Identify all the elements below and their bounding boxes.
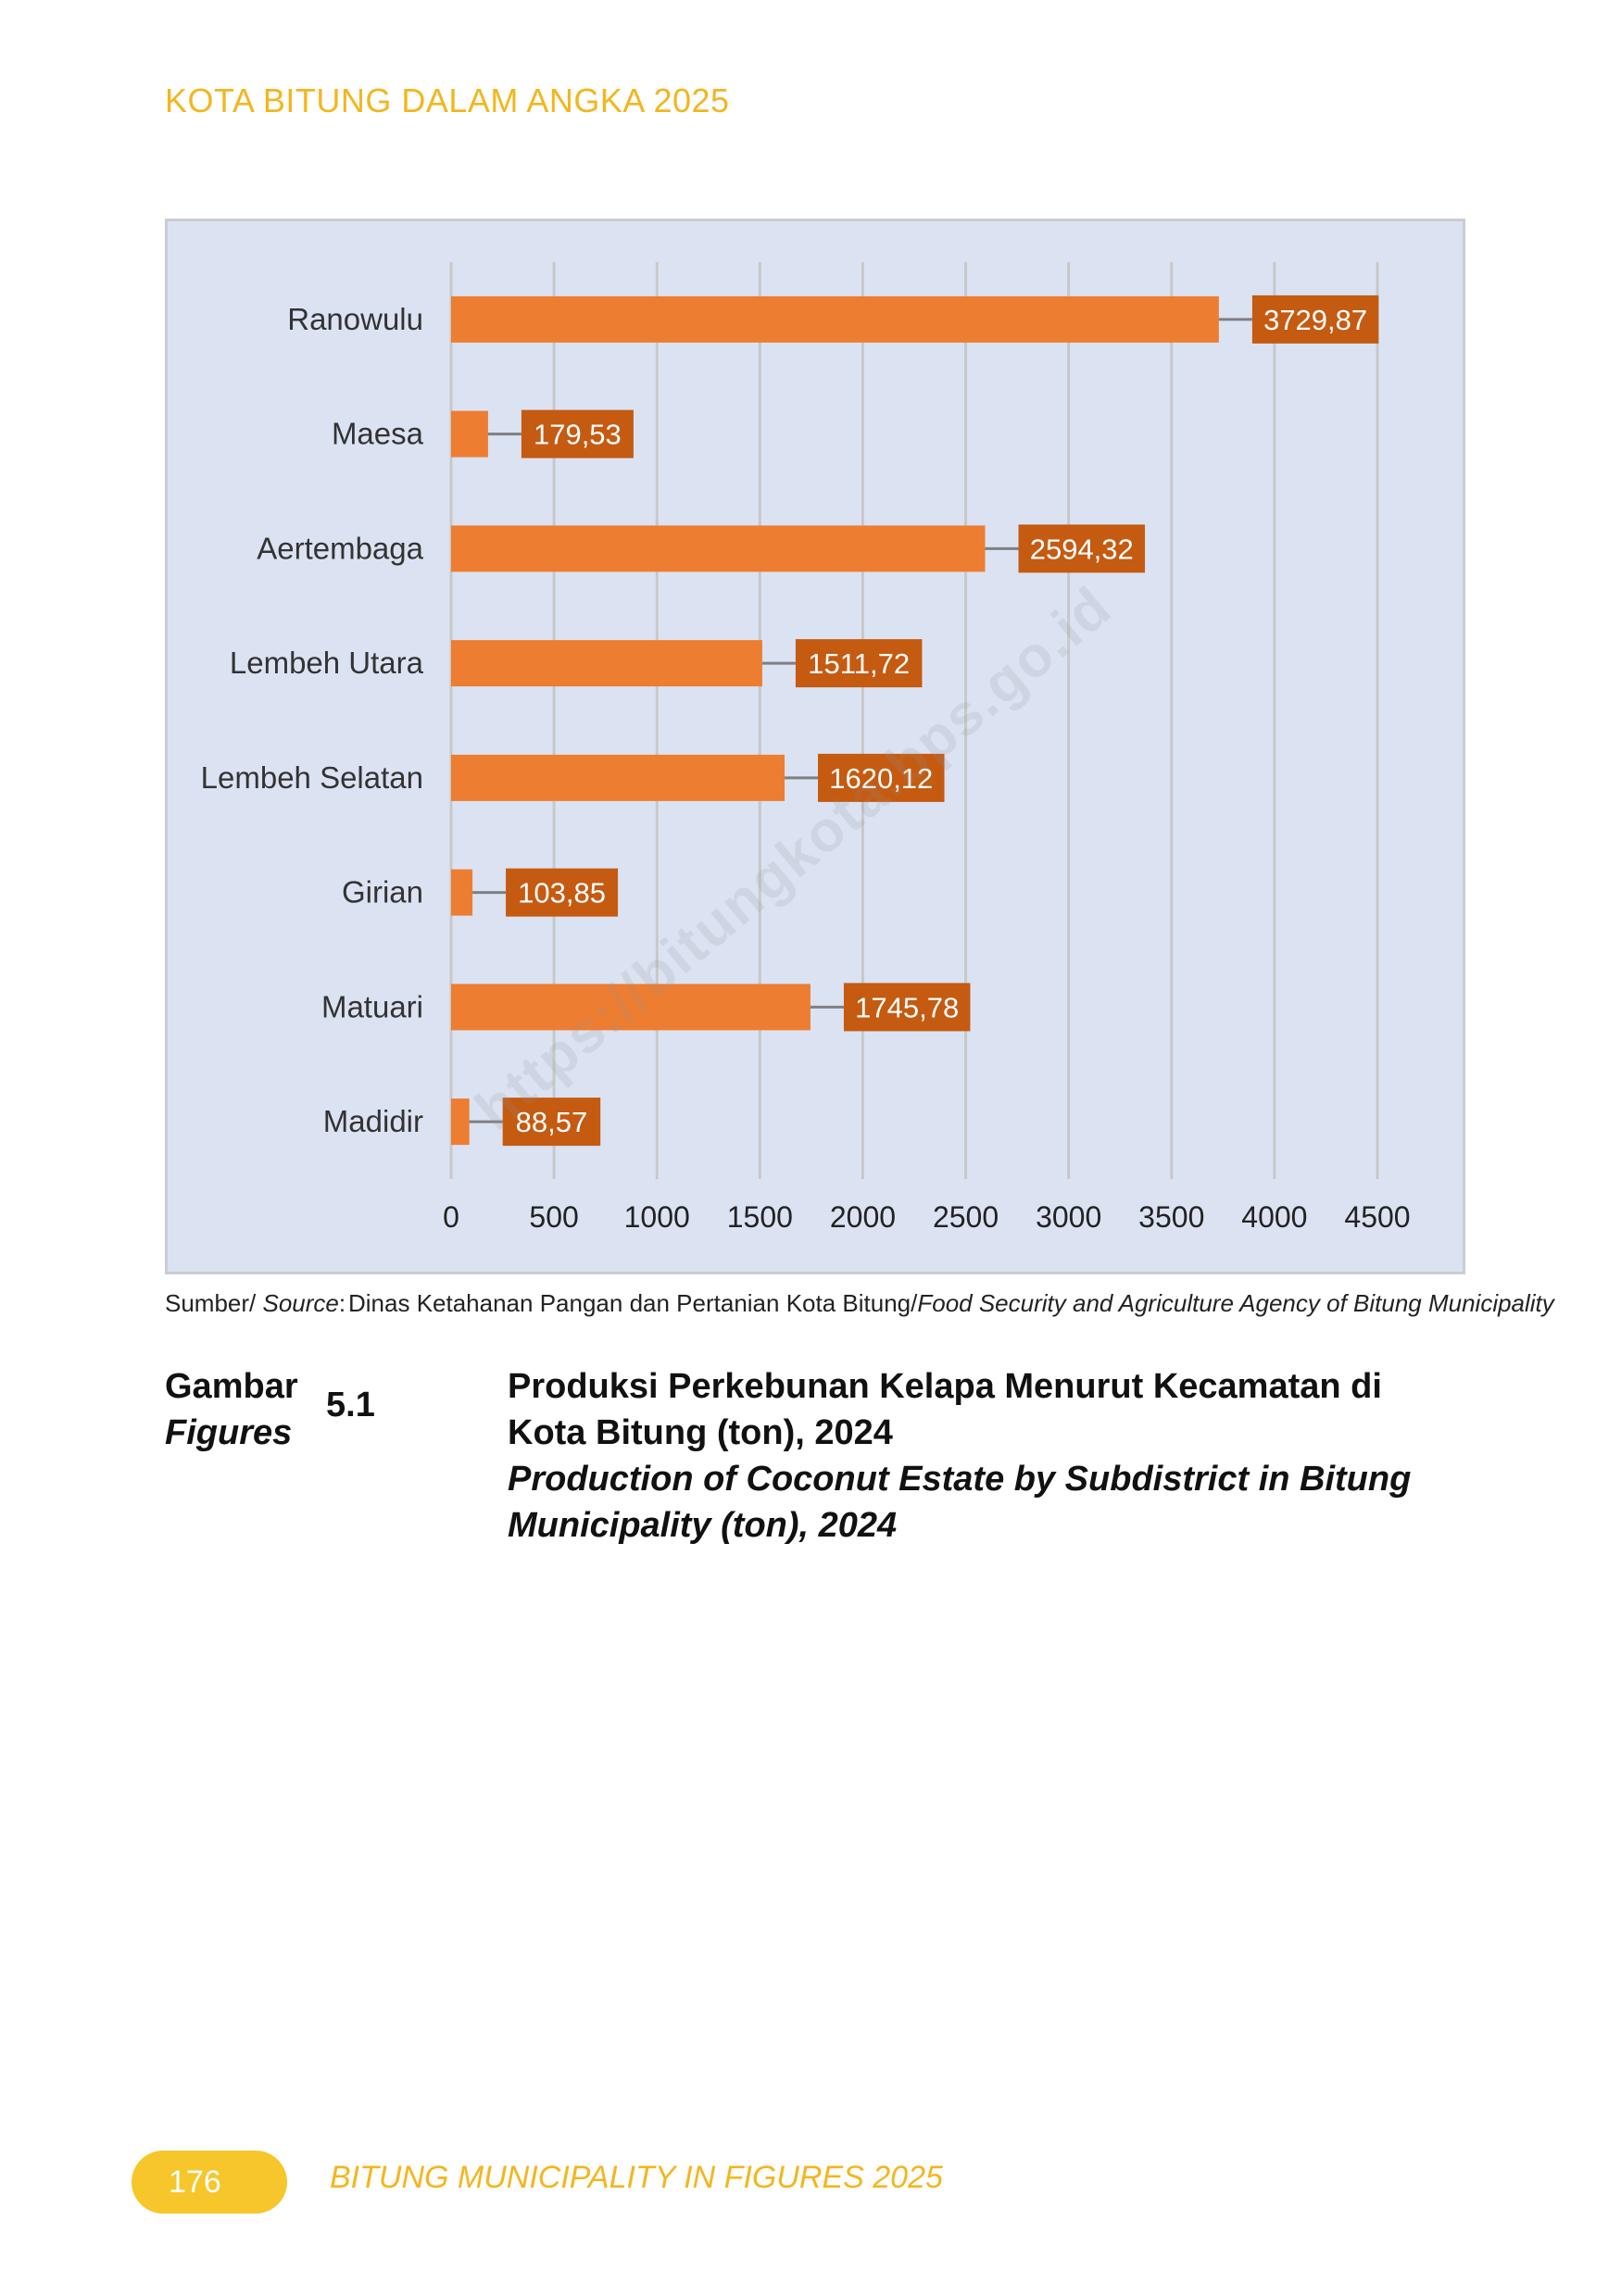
figure-title: Produksi Perkebunan Kelapa Menurut Kecam…	[508, 1363, 1471, 1549]
bar	[451, 869, 473, 916]
data-label: 1511,72	[808, 647, 910, 680]
x-tick-label: 4500	[1344, 1200, 1410, 1234]
data-label: 88,57	[516, 1106, 588, 1138]
x-tick-label: 3500	[1138, 1200, 1204, 1234]
source-note: Sumber/ Source: Dinas Ketahanan Pangan da…	[165, 1289, 1554, 1318]
category-label: Lembeh Utara	[230, 646, 424, 680]
data-label-box	[1251, 295, 1379, 344]
category-label: Lembeh Selatan	[201, 760, 423, 795]
bar	[451, 754, 785, 801]
data-label-box	[843, 983, 971, 1032]
data-label: 1620,12	[829, 762, 933, 795]
figure-label: Gambar Figures	[165, 1363, 298, 1456]
category-label: Ranowulu	[287, 302, 423, 336]
x-tick-label: 500	[529, 1200, 578, 1234]
figure-title-id-line2: Kota Bitung (ton), 2024	[508, 1413, 893, 1452]
bar-chart: 0 500 1000 1500 2000 2500 3000 3500 4000 4500 3729…	[201, 262, 1411, 1234]
running-header: KOTA BITUNG DALAM ANGKA 2025	[165, 82, 730, 119]
source-text: Dinas Ketahanan Pangan dan Pertanian Kot…	[348, 1289, 918, 1317]
bar	[451, 295, 1219, 343]
x-tick-label: 0	[443, 1200, 459, 1234]
x-tick-label: 2000	[830, 1200, 896, 1234]
bar	[451, 984, 810, 1031]
data-label: 179,53	[534, 419, 622, 451]
figure-title-id-line1: Produksi Perkebunan Kelapa Menurut Kecam…	[508, 1367, 1382, 1406]
data-label-box	[506, 868, 619, 917]
figure-title-en-line1: Production of Coconut Estate by Subdistr…	[508, 1460, 1412, 1499]
page-number: 176	[169, 2164, 221, 2200]
bar	[451, 640, 762, 687]
figure-number: 5.1	[326, 1386, 375, 1424]
x-tick-label: 4000	[1241, 1200, 1307, 1234]
figure-word-en: Figures	[165, 1413, 293, 1452]
source-text-en: Food Security and Agriculture Agency of …	[917, 1289, 1554, 1317]
bar-chart-panel: 0 500 1000 1500 2000 2500 3000 3500 4000 4500 3729…	[165, 219, 1465, 1274]
bar	[451, 1098, 470, 1146]
x-tick-label: 1000	[624, 1200, 690, 1234]
data-label-box	[818, 753, 945, 802]
figure-word-id: Gambar	[165, 1367, 298, 1406]
data-label: 3729,87	[1263, 304, 1367, 336]
source-colon: :	[338, 1289, 346, 1317]
data-label-box	[1018, 524, 1146, 573]
data-label-box	[521, 409, 634, 458]
category-label: Matuari	[321, 989, 423, 1023]
category-label: Girian	[342, 875, 423, 910]
category-label: Madidir	[323, 1104, 423, 1138]
bar	[451, 525, 986, 572]
data-label: 2594,32	[1030, 533, 1134, 565]
bar	[451, 410, 488, 458]
running-footer: BITUNG MUNICIPALITY IN FIGURES 2025	[330, 2160, 943, 2195]
x-tick-label: 1500	[727, 1200, 793, 1234]
x-tick-label: 2500	[933, 1200, 999, 1234]
source-label: Sumber/	[165, 1289, 257, 1317]
page-number-badge: 176	[132, 2151, 287, 2214]
category-label: Maesa	[332, 417, 424, 451]
data-label: 103,85	[518, 877, 606, 910]
figure-title-en-line2: Municipality (ton), 2024	[508, 1506, 898, 1545]
data-label-box	[502, 1098, 601, 1147]
source-label-en: Source	[262, 1289, 339, 1317]
data-label: 1745,78	[855, 991, 959, 1023]
x-tick-label: 3000	[1036, 1200, 1101, 1234]
category-label: Aertembaga	[257, 531, 423, 565]
data-label-box	[795, 639, 923, 688]
